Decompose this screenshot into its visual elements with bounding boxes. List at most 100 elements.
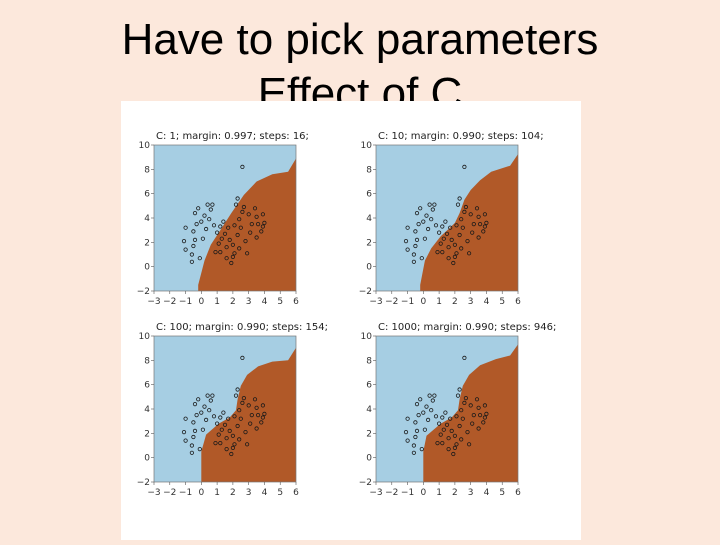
data-point xyxy=(194,222,199,227)
data-point xyxy=(418,206,423,211)
data-point xyxy=(427,393,432,398)
data-point xyxy=(459,437,464,442)
data-point xyxy=(436,421,442,426)
data-point xyxy=(224,256,229,261)
data-point xyxy=(207,217,212,222)
data-point xyxy=(232,414,237,419)
data-point xyxy=(425,226,431,232)
data-point xyxy=(211,414,217,419)
data-point xyxy=(476,214,481,219)
x-tick-label: 6 xyxy=(515,488,521,498)
data-point xyxy=(237,437,242,442)
x-tick-label: −3 xyxy=(369,297,382,307)
data-point xyxy=(249,222,254,227)
data-point xyxy=(208,207,213,212)
y-tick-label: −2 xyxy=(359,287,372,297)
data-point xyxy=(452,433,457,438)
data-point xyxy=(414,211,420,216)
data-point xyxy=(425,417,431,422)
data-point xyxy=(454,251,459,256)
y-tick-label: 2 xyxy=(366,429,372,439)
data-point xyxy=(218,250,223,255)
data-point xyxy=(224,436,229,441)
data-point xyxy=(237,246,242,251)
data-point xyxy=(436,230,442,235)
subplot-title: C: 10; margin: 0.990; steps: 104; xyxy=(378,131,544,142)
data-point xyxy=(446,245,451,250)
data-point xyxy=(259,229,264,234)
data-point xyxy=(416,222,421,227)
data-point xyxy=(477,412,483,418)
data-point xyxy=(459,217,464,222)
data-point xyxy=(482,224,487,229)
data-point xyxy=(405,247,410,252)
x-tick-label: 0 xyxy=(198,297,204,307)
data-point xyxy=(444,231,450,236)
data-point xyxy=(189,443,195,448)
x-tick-label: −2 xyxy=(385,297,398,307)
data-point xyxy=(204,226,209,232)
data-point xyxy=(224,245,229,250)
data-point xyxy=(232,251,237,256)
data-point xyxy=(433,223,439,228)
x-tick-label: 4 xyxy=(262,297,268,307)
data-point xyxy=(446,256,451,261)
y-tick-label: 2 xyxy=(144,238,150,248)
data-point xyxy=(405,438,410,443)
y-tick-label: 6 xyxy=(366,190,372,200)
data-point xyxy=(229,260,234,266)
data-point xyxy=(421,219,426,224)
x-tick-label: −2 xyxy=(163,297,176,307)
data-point xyxy=(219,236,224,241)
x-tick-label: 2 xyxy=(452,297,458,307)
data-point xyxy=(230,445,236,450)
data-point xyxy=(200,427,206,432)
data-point xyxy=(481,229,486,234)
x-tick-label: 3 xyxy=(468,297,474,307)
data-point xyxy=(235,232,240,238)
data-point xyxy=(219,427,224,432)
data-point xyxy=(218,415,223,420)
data-point xyxy=(419,446,424,452)
data-point xyxy=(462,400,467,405)
region-class-b xyxy=(198,158,296,291)
x-tick-label: −1 xyxy=(179,488,192,498)
data-point xyxy=(430,207,435,212)
data-point xyxy=(196,397,201,402)
y-tick-label: 8 xyxy=(366,356,372,366)
data-point xyxy=(414,428,420,433)
data-point xyxy=(218,440,223,446)
data-point xyxy=(419,256,424,261)
data-point xyxy=(183,247,188,252)
data-point xyxy=(222,231,228,236)
data-point xyxy=(262,220,267,226)
y-tick-label: 8 xyxy=(366,165,372,175)
y-tick-label: 0 xyxy=(144,454,150,464)
data-point xyxy=(413,243,418,249)
x-tick-label: 6 xyxy=(293,297,299,307)
data-point xyxy=(413,420,418,425)
data-point xyxy=(457,387,462,392)
data-point xyxy=(465,429,470,435)
data-point xyxy=(211,223,217,228)
data-point xyxy=(235,196,240,201)
x-tick-label: 5 xyxy=(277,297,283,307)
data-point xyxy=(240,400,245,405)
data-point xyxy=(474,206,480,211)
data-point xyxy=(429,217,434,222)
data-point xyxy=(248,230,253,235)
data-point xyxy=(411,450,416,455)
data-point xyxy=(183,438,188,443)
data-point xyxy=(241,395,247,401)
data-point xyxy=(432,393,437,398)
data-point xyxy=(254,426,259,431)
data-point xyxy=(189,259,195,264)
data-point xyxy=(230,254,236,259)
y-tick-label: 0 xyxy=(144,263,150,273)
data-point xyxy=(476,405,481,410)
data-point xyxy=(411,252,416,257)
data-point xyxy=(235,387,240,392)
data-point xyxy=(405,225,410,230)
data-point xyxy=(256,222,261,227)
